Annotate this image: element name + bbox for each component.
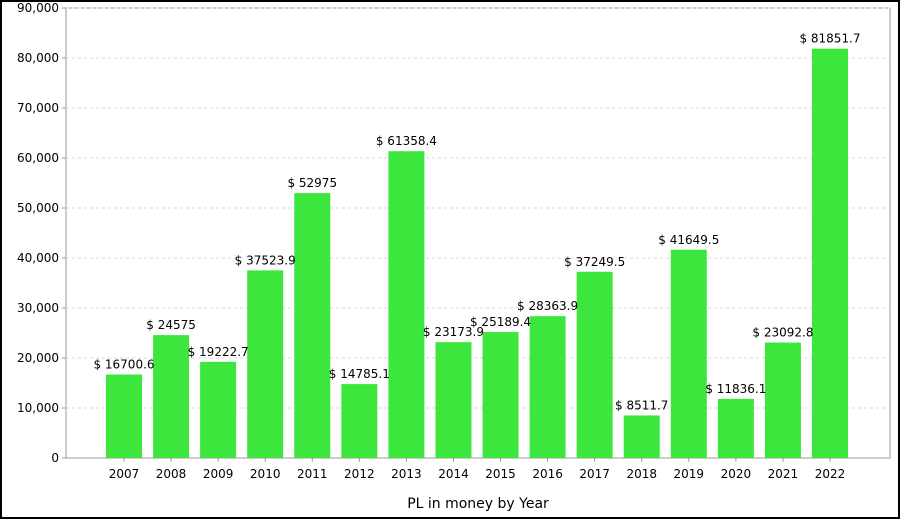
data-label-2011: $ 52975	[287, 176, 337, 190]
y-tick-label: 90,000	[17, 1, 59, 15]
y-tick-label: 30,000	[17, 301, 59, 315]
y-tick-label: 40,000	[17, 251, 59, 265]
bar-2015	[482, 332, 519, 458]
x-tick-label-2013: 2013	[391, 467, 422, 481]
bar-2011	[294, 193, 331, 458]
y-tick-label: 60,000	[17, 151, 59, 165]
data-label-2009: $ 19222.7	[188, 345, 249, 359]
x-tick-label-2014: 2014	[438, 467, 469, 481]
x-axis-title: PL in money by Year	[407, 496, 549, 512]
data-label-2008: $ 24575	[146, 318, 196, 332]
y-tick-label: 80,000	[17, 51, 59, 65]
bar-2012	[341, 384, 378, 458]
y-tick-label: 0	[51, 451, 59, 465]
bar-2010	[247, 270, 284, 458]
data-label-2013: $ 61358.4	[376, 134, 437, 148]
data-label-2015: $ 25189.4	[470, 315, 531, 329]
y-tick-label: 70,000	[17, 101, 59, 115]
bar-2016	[529, 316, 566, 458]
x-tick-label-2008: 2008	[156, 467, 187, 481]
bar-2013	[388, 151, 425, 458]
x-tick-label-2019: 2019	[674, 467, 705, 481]
bar-2019	[670, 249, 707, 458]
x-tick-label-2020: 2020	[721, 467, 752, 481]
data-label-2010: $ 37523.9	[235, 253, 296, 267]
data-label-2007: $ 16700.6	[93, 357, 154, 371]
data-labels: $ 16700.6 $ 24575 $ 19222.7 $ 37523.9 $ 5297…	[93, 32, 860, 413]
data-label-2021: $ 23092.8	[752, 326, 813, 340]
data-label-2017: $ 37249.5	[564, 255, 625, 269]
y-tick-label: 20,000	[17, 351, 59, 365]
x-tick-label-2016: 2016	[532, 467, 563, 481]
x-tick-label-2007: 2007	[109, 467, 140, 481]
data-label-2019: $ 41649.5	[658, 233, 719, 247]
bars	[106, 48, 848, 458]
bar-2009	[200, 361, 237, 458]
bar-2014	[435, 342, 472, 458]
bar-2008	[153, 335, 190, 458]
data-label-2016: $ 28363.9	[517, 299, 578, 313]
bar-2007	[106, 374, 142, 458]
x-tick-label-2011: 2011	[297, 467, 328, 481]
data-label-2014: $ 23173.9	[423, 325, 484, 339]
x-tick-label-2012: 2012	[344, 467, 375, 481]
bar-2022	[812, 48, 848, 458]
x-axis-ticks: 2007 2008 2009 2010 2011 2012 2013 2014 2015 2016…	[109, 458, 846, 481]
data-label-2020: $ 11836.1	[705, 382, 766, 396]
data-label-2018: $ 8511.7	[615, 398, 668, 412]
x-tick-label-2018: 2018	[626, 467, 657, 481]
bar-2020	[717, 398, 754, 458]
bar-2021	[764, 342, 801, 458]
x-tick-label-2021: 2021	[768, 467, 799, 481]
x-tick-label-2017: 2017	[579, 467, 610, 481]
x-tick-label-2010: 2010	[250, 467, 281, 481]
y-tick-label: 50,000	[17, 201, 59, 215]
y-axis-ticks: 0 10,000 20,000 30,000 40,000 50,000 60,000 70,…	[17, 1, 66, 465]
bar-2018	[623, 415, 660, 458]
x-tick-label-2015: 2015	[485, 467, 516, 481]
data-label-2022: $ 81851.7	[799, 32, 860, 46]
x-tick-label-2009: 2009	[203, 467, 234, 481]
y-tick-label: 10,000	[17, 401, 59, 415]
data-label-2012: $ 14785.1	[329, 367, 390, 381]
bar-2017	[576, 271, 613, 458]
x-tick-label-2022: 2022	[815, 467, 846, 481]
